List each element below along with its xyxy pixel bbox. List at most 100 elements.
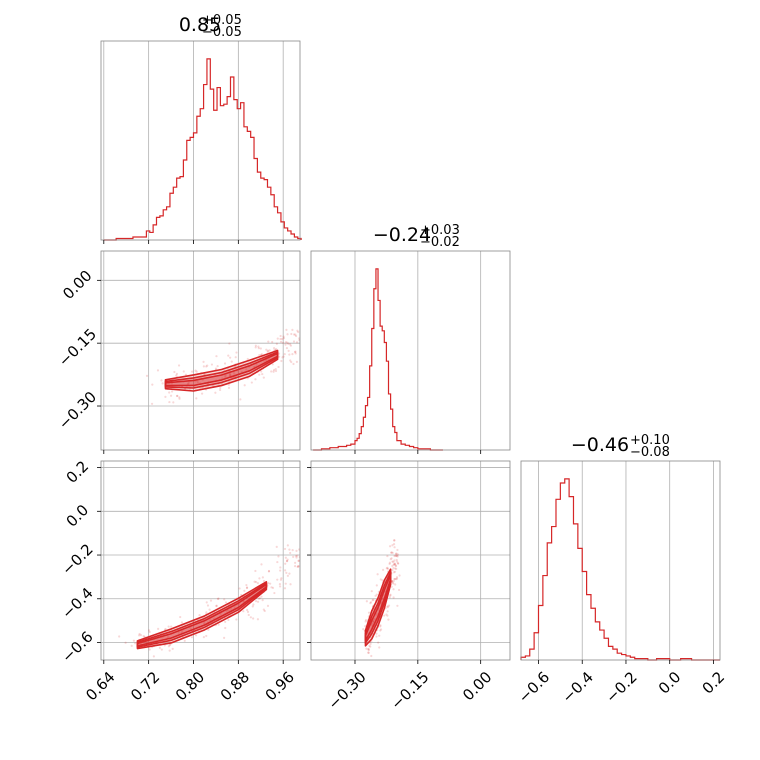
- sample-point: [286, 560, 289, 563]
- sample-point: [274, 369, 278, 373]
- sample-point: [393, 559, 396, 562]
- sample-point: [395, 552, 398, 555]
- sample-point: [396, 548, 399, 552]
- sample-point: [392, 566, 395, 570]
- sample-point: [390, 551, 393, 554]
- sample-point: [393, 554, 396, 558]
- sample-point: [225, 610, 228, 613]
- sample-point: [392, 560, 395, 563]
- y-tick-label: −0.4: [58, 584, 96, 622]
- sample-point: [202, 360, 205, 363]
- sample-point: [389, 558, 392, 561]
- sample-point: [278, 583, 282, 586]
- sample-point: [254, 378, 257, 381]
- y-tick-label: 0.0: [63, 501, 93, 531]
- sample-point: [170, 625, 173, 628]
- sample-point: [392, 582, 395, 585]
- sample-point: [183, 639, 186, 642]
- panel-scatter-param-0-vs-2: [100, 460, 320, 661]
- sample-point: [395, 578, 398, 581]
- sample-point: [288, 353, 291, 356]
- sample-point: [285, 571, 288, 574]
- sample-point: [176, 394, 179, 397]
- sample-point: [302, 566, 304, 568]
- sample-point: [393, 539, 396, 542]
- sample-point: [173, 370, 176, 374]
- sample-point: [271, 363, 274, 366]
- sample-point: [130, 644, 133, 647]
- sample-point: [156, 369, 160, 372]
- title-param-1: −0.24: [373, 224, 431, 246]
- sample-point: [260, 353, 264, 356]
- sample-point: [287, 342, 290, 346]
- grid-layer: [101, 251, 300, 450]
- sample-point: [391, 581, 394, 584]
- sample-point: [178, 397, 181, 400]
- sample-point: [262, 579, 266, 583]
- sample-point: [206, 604, 210, 607]
- sample-point: [284, 343, 287, 346]
- sample-point: [252, 603, 255, 606]
- panel-frame: [310, 460, 511, 661]
- sample-point: [378, 634, 381, 637]
- sample-point: [272, 346, 276, 350]
- sample-point: [365, 600, 368, 603]
- panel-scatter-param-1-vs-2: [310, 460, 511, 661]
- sample-point: [375, 614, 378, 617]
- sample-point: [171, 647, 174, 650]
- sample-point: [294, 350, 297, 353]
- sample-point: [265, 359, 268, 362]
- sample-point: [375, 635, 378, 638]
- sample-point: [205, 634, 208, 638]
- sample-point: [289, 583, 292, 586]
- x-tick-label: 0.0: [655, 668, 685, 698]
- sample-point: [298, 339, 300, 342]
- sample-point: [178, 396, 181, 399]
- sample-point: [258, 597, 262, 600]
- x-tick-label: 0.88: [217, 668, 253, 704]
- sample-point: [194, 369, 197, 372]
- sample-point: [305, 351, 307, 353]
- panel-scatter-param-0-vs-1: [100, 250, 307, 451]
- sample-point: [393, 563, 397, 566]
- sample-point: [202, 365, 205, 368]
- panel-frame: [100, 40, 301, 241]
- sample-point: [377, 641, 380, 644]
- sample-point: [284, 569, 287, 572]
- sample-point: [308, 567, 310, 569]
- sample-point: [279, 334, 282, 338]
- title-param-0: 0.85: [179, 14, 221, 36]
- sample-point: [318, 547, 320, 549]
- sample-point: [293, 351, 297, 354]
- sample-point: [298, 337, 300, 340]
- sample-point: [215, 604, 218, 607]
- sample-point: [393, 570, 397, 573]
- sample-point: [305, 346, 307, 348]
- sample-point: [392, 579, 395, 582]
- histogram-param-2: [520, 478, 720, 661]
- sample-point: [168, 391, 171, 394]
- sample-point: [254, 600, 258, 603]
- sample-point: [151, 383, 154, 386]
- sample-point: [118, 635, 121, 638]
- sample-point: [187, 381, 190, 384]
- sample-point: [224, 620, 227, 624]
- sample-point: [134, 642, 137, 645]
- sample-point: [375, 584, 378, 587]
- sample-point: [286, 333, 289, 336]
- sample-point: [395, 558, 398, 562]
- sample-point: [138, 634, 141, 637]
- y-tick-label: −0.6: [58, 628, 96, 666]
- sample-point: [288, 572, 291, 575]
- sample-point: [254, 346, 257, 349]
- sample-point: [278, 585, 282, 588]
- sample-point: [271, 340, 274, 344]
- sample-point: [253, 580, 256, 583]
- sample-point: [167, 625, 170, 628]
- panel-frame: [100, 250, 301, 451]
- panel-hist-param-2: [520, 460, 721, 661]
- sample-point: [304, 356, 306, 358]
- density-contours: [164, 349, 279, 392]
- sample-point: [294, 561, 297, 564]
- sample-point: [148, 630, 151, 634]
